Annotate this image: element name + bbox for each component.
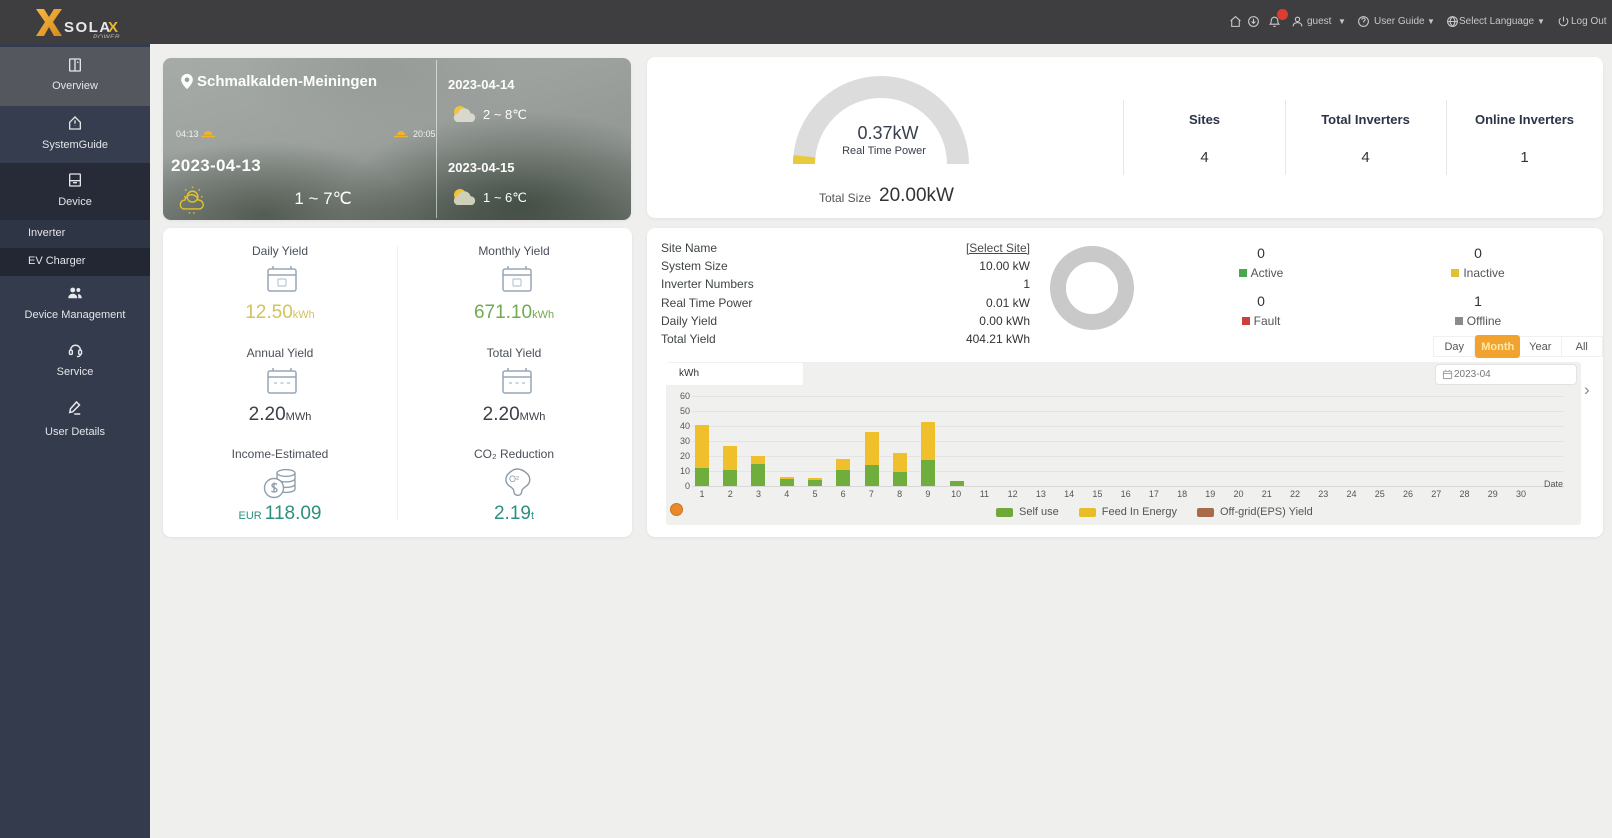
svg-text:X: X — [108, 19, 118, 36]
svg-text:O²: O² — [509, 474, 519, 484]
svg-text:POWER: POWER — [93, 34, 120, 38]
svg-text:SOLA: SOLA — [64, 19, 112, 36]
